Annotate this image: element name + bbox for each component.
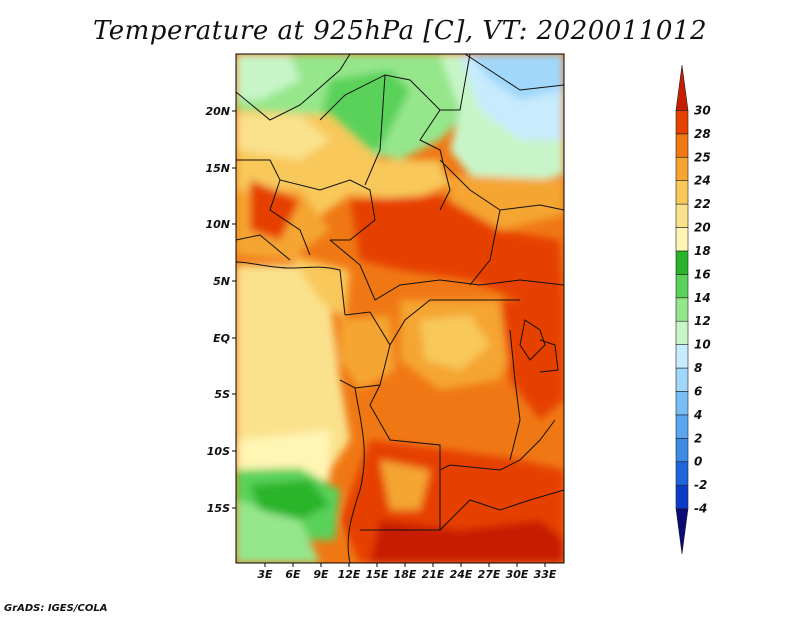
lon-label-6e: 6E xyxy=(285,568,301,581)
lon-label-33e: 33E xyxy=(534,568,557,581)
colorbar-level-label: 6 xyxy=(694,384,702,398)
map-title: Temperature at 925hPa [C], VT: 202001101… xyxy=(92,16,708,46)
lon-label-15e: 15E xyxy=(366,568,389,581)
colorbar-swatch xyxy=(675,64,689,111)
lat-label-10n: 10N xyxy=(205,218,230,231)
colorbar-level-label: -2 xyxy=(694,478,707,492)
colorbar-level-label: 0 xyxy=(694,455,702,469)
colorbar-swatch xyxy=(675,414,689,439)
colorbar-level-label: 4 xyxy=(693,408,702,422)
colorbar-level-label: 2 xyxy=(694,431,702,445)
colorbar-swatch xyxy=(675,508,689,555)
colorbar-level-label: 30 xyxy=(694,103,711,117)
colorbar-level-label: 18 xyxy=(694,244,711,258)
colorbar-level-label: 10 xyxy=(694,338,711,352)
lat-label-10s: 10S xyxy=(207,445,230,458)
longitude-axis: 3E 6E 9E 12E 15E 18E 21E 24E 27E 30E 33E xyxy=(257,563,557,581)
lon-label-12e: 12E xyxy=(338,568,361,581)
colorbar-level-label: -4 xyxy=(694,502,707,516)
colorbar-swatch xyxy=(675,461,689,486)
lon-label-30e: 30E xyxy=(506,568,529,581)
colorbar-swatch xyxy=(675,203,689,228)
colorbar-swatch xyxy=(675,391,689,416)
map-frame xyxy=(235,53,565,564)
lon-label-9e: 9E xyxy=(313,568,329,581)
lon-label-3e: 3E xyxy=(257,568,273,581)
colorbar-level-label: 20 xyxy=(694,221,711,235)
colorbar-swatch xyxy=(675,344,689,369)
colorbar-swatch xyxy=(675,110,689,135)
lat-label-5n: 5N xyxy=(213,275,230,288)
colorbar-swatch xyxy=(675,367,689,392)
country-borders xyxy=(236,54,564,563)
lat-label-15n: 15N xyxy=(205,162,230,175)
grads-credit: GrADS: IGES/COLA xyxy=(4,603,108,614)
latitude-axis: 20N 15N 10N 5N EQ 5S 10S 15S xyxy=(205,105,236,515)
colorbar-swatch xyxy=(675,250,689,275)
lon-label-18e: 18E xyxy=(394,568,417,581)
colorbar-level-label: 24 xyxy=(694,174,711,188)
temperature-field xyxy=(236,54,564,563)
lon-label-24e: 24E xyxy=(450,568,473,581)
colorbar-level-label: 8 xyxy=(694,361,702,375)
lat-label-eq: EQ xyxy=(213,332,230,345)
lat-label-5s: 5S xyxy=(214,388,230,401)
colorbar-swatch xyxy=(675,297,689,322)
lon-label-27e: 27E xyxy=(478,568,501,581)
colorbar-level-label: 28 xyxy=(694,127,711,141)
lat-label-15s: 15S xyxy=(207,502,230,515)
colorbar-swatch xyxy=(675,274,689,299)
colorbar-swatch xyxy=(675,133,689,158)
lat-label-20n: 20N xyxy=(205,105,230,118)
colorbar-level-label: 16 xyxy=(694,267,711,281)
colorbar-swatch xyxy=(675,438,689,463)
colorbar-level-label: 22 xyxy=(694,197,711,211)
lon-label-21e: 21E xyxy=(422,568,445,581)
colorbar-swatch xyxy=(675,156,689,181)
colorbar-swatch xyxy=(675,320,689,345)
colorbar-level-label: 25 xyxy=(694,150,711,164)
colorbar-level-label: 12 xyxy=(694,314,711,328)
colorbar-swatch xyxy=(675,484,689,509)
colorbar-swatch xyxy=(675,227,689,252)
colorbar-swatch xyxy=(675,180,689,205)
colorbar-level-label: 14 xyxy=(694,291,711,305)
